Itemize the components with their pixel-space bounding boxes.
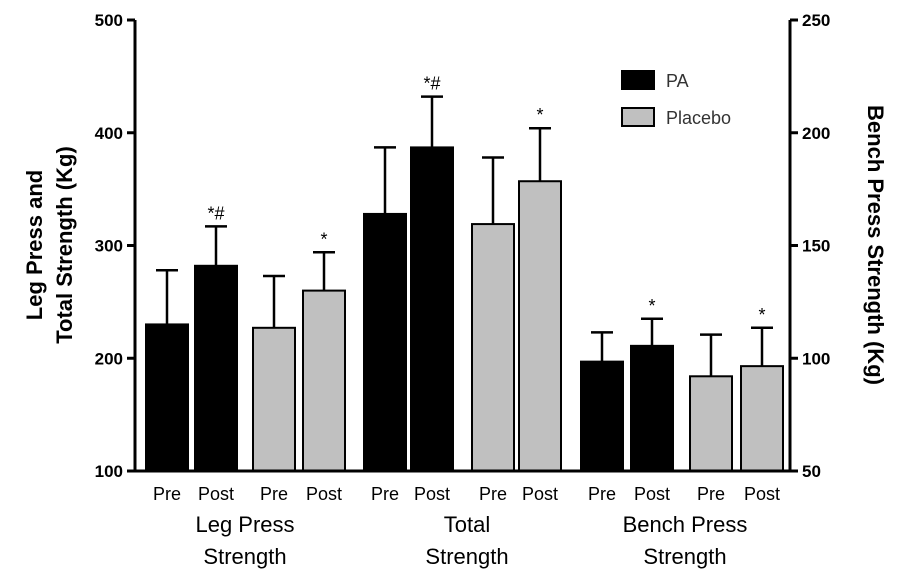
- legend-swatch-pa: [621, 70, 655, 90]
- right-tick-label: 200: [802, 124, 830, 143]
- left-axis-title-line: Total Strength (Kg): [52, 146, 77, 344]
- bar-placebo-pre: [471, 223, 515, 472]
- bar-category-label: Post: [198, 484, 234, 504]
- significance-marker: *: [536, 105, 543, 125]
- bar-category-label: Post: [414, 484, 450, 504]
- legend-label-placebo: Placebo: [666, 108, 731, 128]
- left-tick-label: 200: [95, 349, 123, 368]
- bar-placebo-post: [740, 365, 784, 472]
- group-label-line: Strength: [203, 544, 286, 569]
- left-tick-label: 100: [95, 462, 123, 481]
- bar-pa-post: [410, 146, 454, 472]
- legend-label-pa: PA: [666, 71, 689, 91]
- legend-swatch-placebo: [621, 107, 655, 127]
- significance-marker: *#: [207, 203, 224, 223]
- bar-category-label: Pre: [697, 484, 725, 504]
- bar-pa-pre: [580, 360, 624, 473]
- right-tick-label: 250: [802, 11, 830, 30]
- bar-category-label: Post: [634, 484, 670, 504]
- bar-pa-post: [194, 264, 238, 473]
- bar-category-label: Pre: [153, 484, 181, 504]
- left-tick-label: 400: [95, 124, 123, 143]
- bar-category-label: Pre: [588, 484, 616, 504]
- significance-marker: *: [320, 229, 327, 249]
- bar-placebo-post: [302, 289, 346, 472]
- right-tick-label: 150: [802, 237, 830, 256]
- significance-marker: *#: [423, 74, 440, 94]
- bar-pa-post: [630, 344, 674, 472]
- significance-marker: *: [758, 305, 765, 325]
- left-tick-label: 300: [95, 237, 123, 256]
- group-label-line: Strength: [425, 544, 508, 569]
- bar-placebo-pre: [689, 375, 733, 473]
- bar-category-label: Pre: [371, 484, 399, 504]
- bar-category-label: Pre: [479, 484, 507, 504]
- right-axis-title: Bench Press Strength (Kg): [863, 105, 888, 385]
- significance-marker: *: [648, 296, 655, 316]
- right-tick-label: 50: [802, 462, 821, 481]
- bar-category-label: Post: [306, 484, 342, 504]
- group-label-line: Bench Press: [623, 512, 748, 537]
- group-label-line: Strength: [643, 544, 726, 569]
- bar-pa-pre: [363, 212, 407, 472]
- bar-pa-pre: [145, 323, 189, 472]
- right-tick-label: 100: [802, 349, 830, 368]
- bar-placebo-post: [518, 180, 562, 472]
- group-label-line: Total: [444, 512, 490, 537]
- bar-category-label: Post: [522, 484, 558, 504]
- left-tick-label: 500: [95, 11, 123, 30]
- group-label-line: Leg Press: [195, 512, 294, 537]
- left-axis-title-line: Leg Press and: [22, 170, 47, 320]
- bar-placebo-pre: [252, 326, 296, 472]
- bar-category-label: Post: [744, 484, 780, 504]
- bar-category-label: Pre: [260, 484, 288, 504]
